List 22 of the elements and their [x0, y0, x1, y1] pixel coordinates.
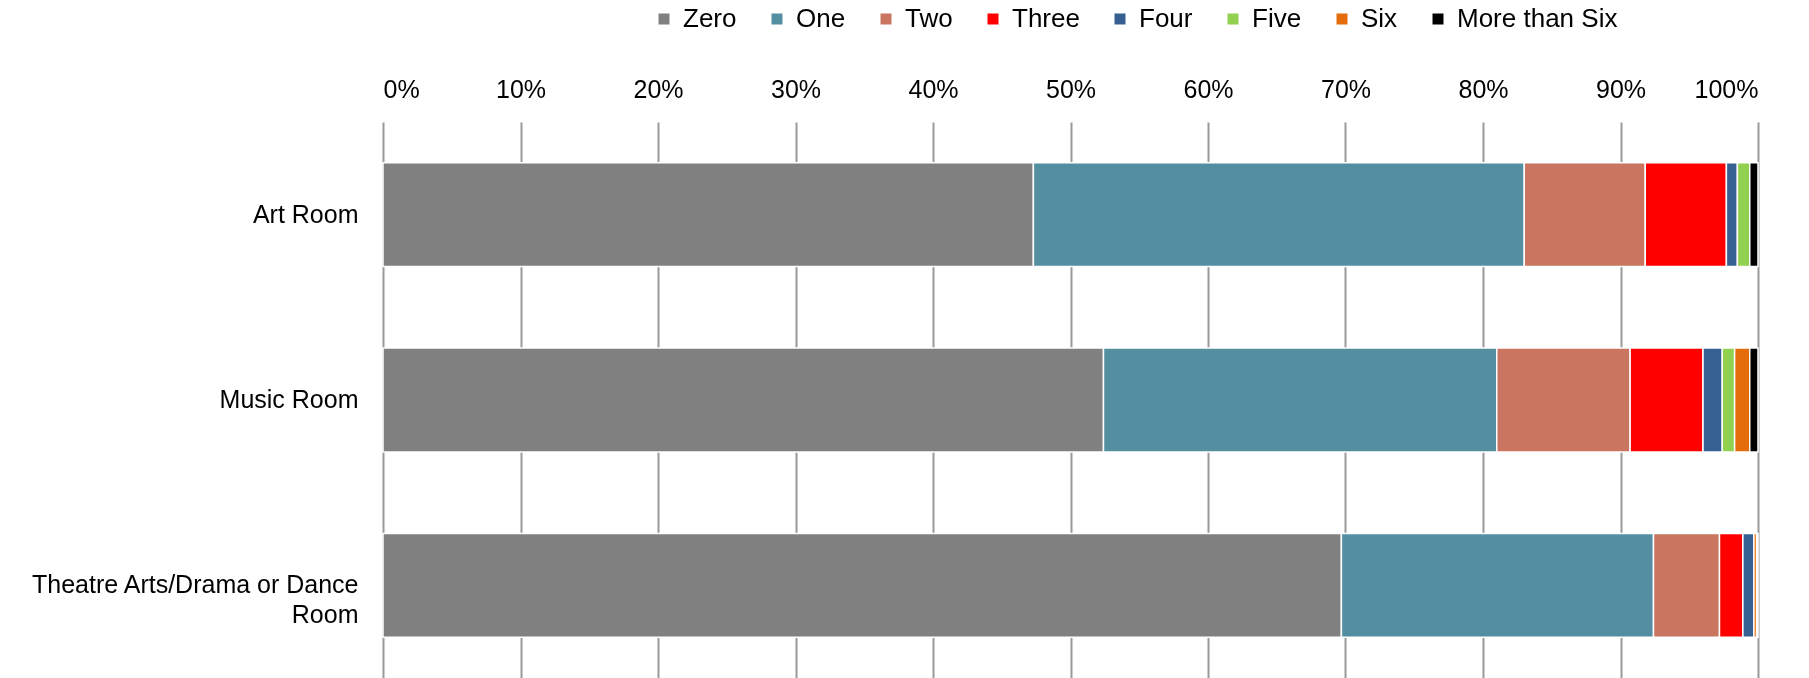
legend-label: Four	[1139, 3, 1193, 33]
y-tick-label: Music Room	[219, 385, 359, 413]
y-tick-label: Theatre Arts/Drama or Dance Room	[31, 570, 359, 629]
legend-label: Three	[1012, 3, 1080, 33]
y-tick-label: Art Room	[252, 199, 359, 228]
x-tick-label: 70%	[1320, 74, 1372, 103]
x-tick-label: 0%	[383, 74, 420, 103]
legend-label: Zero	[683, 3, 737, 33]
x-tick-label: 60%	[1183, 74, 1234, 103]
x-tick-label: 20%	[633, 74, 684, 103]
x-tick-label: 90%	[1595, 74, 1647, 103]
x-tick-label: 40%	[908, 74, 959, 103]
legend-label: More than Six	[1457, 3, 1618, 33]
legend-label: Five	[1252, 3, 1302, 33]
legend-label: Two	[905, 3, 953, 33]
x-tick-label: 80%	[1458, 74, 1509, 103]
x-tick-label: 10%	[495, 74, 547, 103]
x-tick-label: 50%	[1045, 74, 1097, 103]
x-tick-label: 100%	[1694, 74, 1759, 103]
x-tick-label: 30%	[770, 74, 822, 103]
legend-label: Six	[1361, 3, 1398, 33]
legend-label: One	[796, 3, 846, 33]
